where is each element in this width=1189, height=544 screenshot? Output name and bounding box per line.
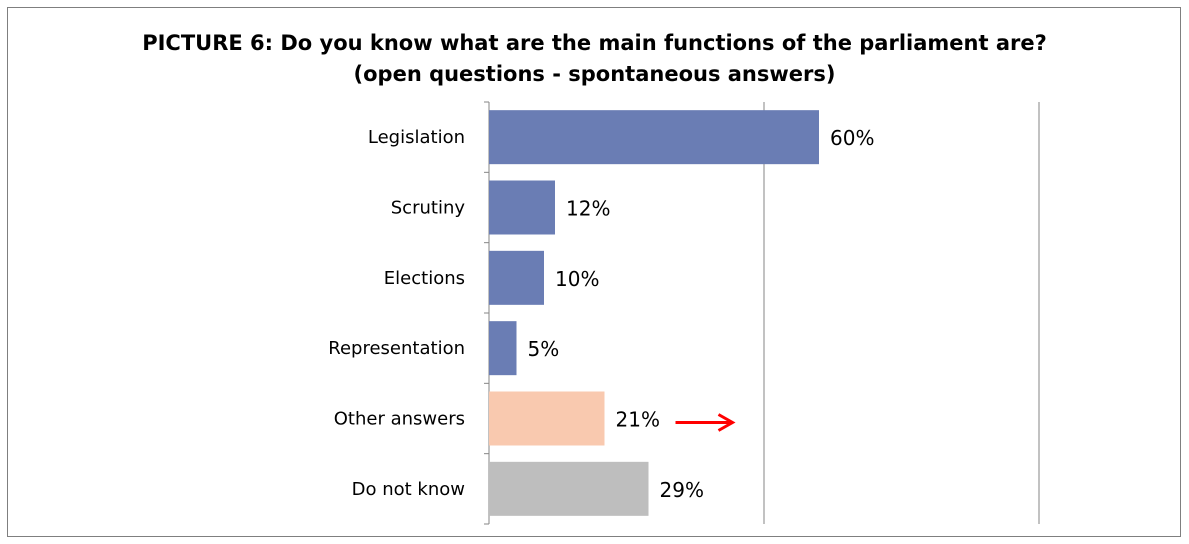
- bar-0: [489, 110, 819, 165]
- chart-frame: [7, 7, 1181, 537]
- category-label-5: Do not know: [352, 479, 465, 500]
- category-label-4: Other answers: [334, 409, 465, 430]
- value-label-1: 12%: [566, 197, 610, 221]
- value-label-4: 21%: [616, 408, 660, 432]
- value-label-5: 29%: [660, 478, 704, 502]
- value-label-0: 60%: [830, 126, 874, 150]
- bar-5: [489, 461, 649, 516]
- category-label-0: Legislation: [368, 127, 465, 148]
- annotation-arrow-head: [717, 413, 736, 432]
- value-label-3: 5%: [528, 337, 560, 361]
- chart-subtitle: (open questions - spontaneous answers): [353, 62, 836, 86]
- bar-1: [489, 180, 555, 235]
- bar-2: [489, 250, 544, 305]
- category-label-2: Elections: [384, 268, 465, 289]
- chart-title: PICTURE 6: Do you know what are the main…: [142, 31, 1047, 55]
- bar-4: [489, 391, 605, 446]
- value-label-2: 10%: [555, 267, 599, 291]
- bar-3: [489, 321, 517, 376]
- category-label-3: Representation: [328, 338, 465, 359]
- category-label-1: Scrutiny: [391, 198, 466, 219]
- chart-title-block: PICTURE 6: Do you know what are the main…: [0, 28, 1189, 90]
